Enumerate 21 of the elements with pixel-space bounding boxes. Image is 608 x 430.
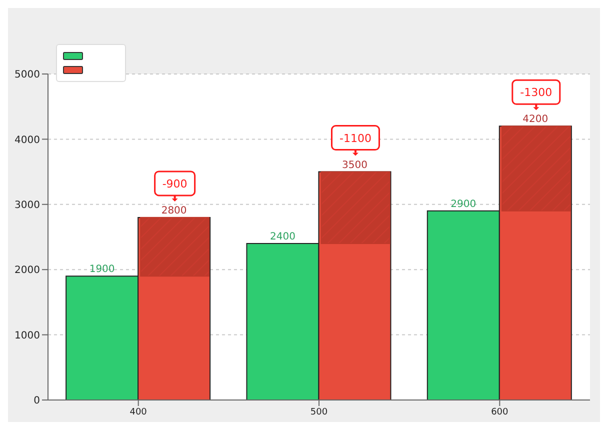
data-label: 4200 xyxy=(522,114,548,126)
x-tick-label: 500 xyxy=(310,407,328,418)
data-label: 2800 xyxy=(161,205,187,216)
bar xyxy=(320,171,390,244)
x-tick-label: 600 xyxy=(491,407,509,418)
bar xyxy=(140,216,210,277)
data-label: 3500 xyxy=(342,160,368,171)
y-tick-label: 5000 xyxy=(14,70,40,81)
y-tick-label: 0 xyxy=(34,396,40,407)
bar xyxy=(501,126,571,212)
annotation: -1300 xyxy=(520,86,552,100)
data-label: 2900 xyxy=(450,198,476,210)
y-tick-label: 3000 xyxy=(14,200,40,211)
data-label: 2400 xyxy=(270,232,296,243)
y-tick-label: 4000 xyxy=(14,134,40,146)
y-tick-label: 2000 xyxy=(14,265,40,276)
x-tick-label: 400 xyxy=(130,407,148,418)
data-label: 1900 xyxy=(89,264,115,276)
annotation: -900 xyxy=(162,177,188,190)
annotation: -1100 xyxy=(340,132,372,145)
y-tick-label: 1000 xyxy=(14,330,40,342)
